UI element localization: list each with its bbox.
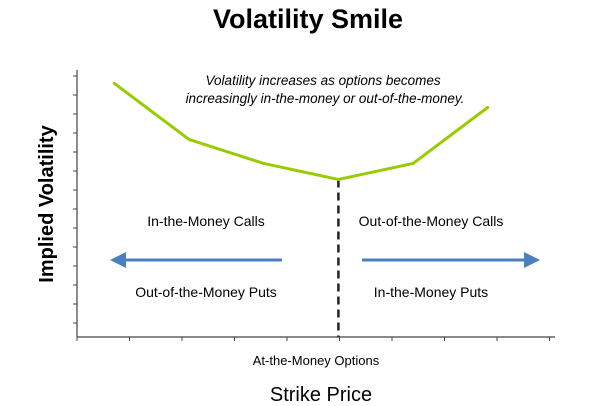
x-axis-label: Strike Price — [270, 384, 372, 406]
right-region-bottom-label: In-the-Money Puts — [374, 284, 488, 300]
smile-point — [262, 161, 266, 165]
at-the-money-label: At-the-Money Options — [253, 353, 380, 368]
left-region-bottom-label: Out-of-the-Money Puts — [135, 284, 277, 300]
volatility-smile-line — [113, 82, 489, 181]
left-region-top-label: In-the-Money Calls — [147, 213, 265, 229]
right-region-top-label: Out-of-the-Money Calls — [359, 213, 504, 229]
y-axis — [73, 70, 78, 337]
x-axis-ticks — [76, 337, 550, 341]
series-layer — [112, 81, 490, 337]
smile-point — [112, 81, 116, 85]
chart-title: Volatility Smile — [213, 4, 403, 34]
smile-point — [411, 161, 415, 165]
smile-point — [336, 177, 340, 181]
y-axis-label: Implied Volatility — [36, 124, 58, 282]
annotation-line-1: Volatility increases as options becomes — [206, 73, 441, 88]
smile-point — [486, 105, 490, 109]
y-axis-ticks — [73, 75, 77, 324]
left-arrow — [110, 252, 282, 268]
chart-annotation: Volatility increases as options becomes … — [186, 73, 465, 106]
right-arrow — [362, 252, 540, 268]
annotation-line-2: increasingly in-the-money or out-of-the-… — [186, 91, 465, 106]
x-axis — [76, 336, 555, 341]
smile-point — [187, 137, 191, 141]
